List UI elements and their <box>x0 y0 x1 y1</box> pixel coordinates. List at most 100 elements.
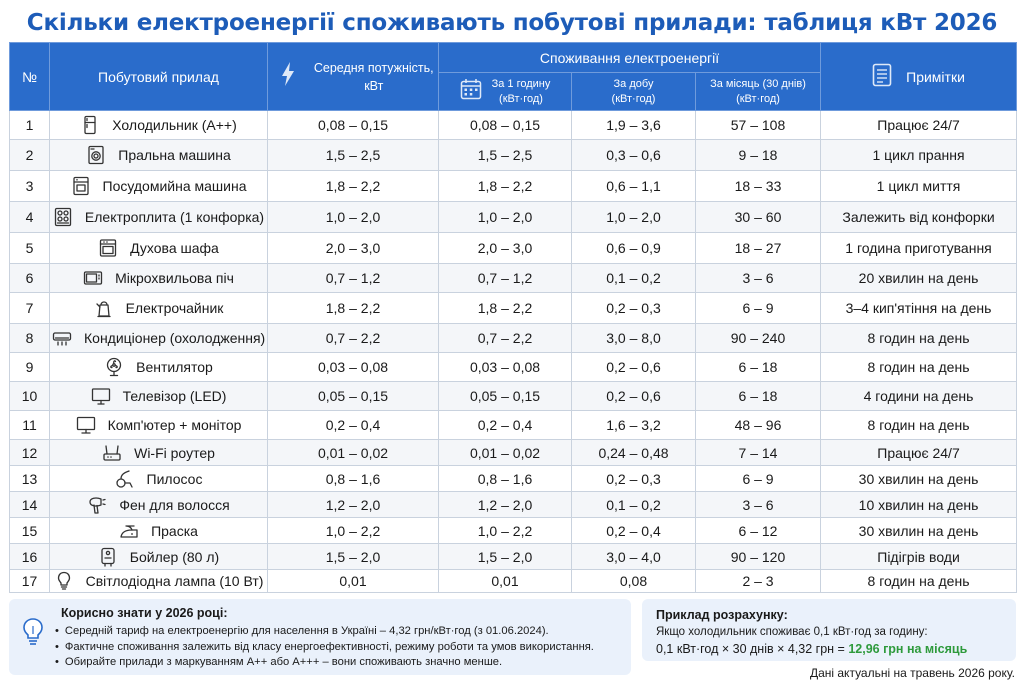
cell-number: 11 <box>9 410 50 440</box>
tv-icon <box>91 386 111 406</box>
cell-per-hour: 0,01 – 0,02 <box>438 439 572 466</box>
calendar-icon <box>460 78 482 105</box>
cell-per-hour: 1,0 – 2,0 <box>438 201 572 233</box>
cell-per-day: 0,6 – 1,1 <box>571 170 696 202</box>
table-row: 13 Пилосос 0,8 – 1,6 0,8 – 1,6 0,2 – 0,3 6 – … <box>9 465 1018 492</box>
device-name: Телевізор (LED) <box>122 388 227 404</box>
page-title: Скільки електроенергії споживають побуто… <box>26 10 998 36</box>
header-per-hour-label: За 1 годину <box>491 77 551 90</box>
cell-per-month: 57 – 108 <box>694 110 822 140</box>
cell-device: Комп'ютер + монітор <box>49 410 268 440</box>
cell-number: 13 <box>9 465 50 492</box>
cell-device: Мікрохвильова піч <box>49 263 268 293</box>
cell-number: 4 <box>9 201 50 233</box>
cell-power: 1,0 – 2,0 <box>267 201 439 233</box>
header-number: № <box>9 42 50 111</box>
header-per-hour: За 1 годину (кВт·год) <box>438 72 572 111</box>
cell-note: Працює 24/7 <box>820 110 1018 140</box>
cell-per-day: 0,2 – 0,6 <box>571 352 696 382</box>
cell-power: 0,7 – 1,2 <box>267 263 439 293</box>
notes-icon <box>872 63 892 90</box>
cell-note: Підігрів води <box>820 543 1018 570</box>
header-per-month-unit: (кВт·год) <box>736 92 780 105</box>
header-per-day: За добу (кВт·год) <box>571 72 696 111</box>
device-name: Вентилятор <box>136 359 213 375</box>
cell-note: 3–4 кип'ятіння на день <box>820 292 1018 324</box>
table-row: 10 Телевізор (LED) 0,05 – 0,15 0,05 – 0,15 0… <box>9 381 1018 411</box>
cell-number: 17 <box>9 569 50 593</box>
cell-per-hour: 0,08 – 0,15 <box>438 110 572 140</box>
consumption-table: № Побутовий прилад Середня потужність, к… <box>9 42 1018 593</box>
cell-note: Працює 24/7 <box>820 439 1018 466</box>
header-power: Середня потужність, кВт <box>307 42 439 111</box>
cell-device: Кондиціонер (охолодження) <box>49 323 268 353</box>
cell-per-month: 6 – 18 <box>694 352 822 382</box>
cell-device: Світлодіодна лампа (10 Вт) <box>49 569 268 593</box>
cell-device: Посудомийна машина <box>49 170 268 202</box>
cell-power: 1,2 – 2,0 <box>267 491 439 518</box>
header-consumption: Споживання електроенергії <box>437 42 822 73</box>
boiler-icon <box>98 547 118 567</box>
cell-device: Wi-Fi роутер <box>49 439 268 466</box>
cell-per-month: 30 – 60 <box>694 201 822 233</box>
table-row: 5 Духова шафа 2,0 – 3,0 2,0 – 3,0 0,6 – 0,9 1… <box>9 232 1018 264</box>
info-item: Фактичне споживання залежить від класу е… <box>55 640 594 656</box>
cell-number: 5 <box>9 232 50 264</box>
device-name: Електроплита (1 конфорка) <box>84 209 265 225</box>
cell-per-month: 9 – 18 <box>694 139 822 171</box>
device-name: Wi-Fi роутер <box>134 444 215 461</box>
footer-note: Дані актуальні на травень 2026 року. <box>809 666 1015 680</box>
router-icon <box>102 443 122 463</box>
cell-per-month: 3 – 6 <box>694 491 822 518</box>
cell-device: Електроплита (1 конфорка) <box>49 201 268 233</box>
cell-per-month: 18 – 33 <box>694 170 822 202</box>
cell-power: 0,08 – 0,15 <box>267 110 439 140</box>
cell-note: 30 хвилин на день <box>820 517 1018 544</box>
table-row: 4 Електроплита (1 конфорка) 1,0 – 2,0 1,0 –… <box>9 201 1018 233</box>
header-per-hour-unit: (кВт·год) <box>499 92 543 105</box>
table-row: 14 Фен для волосся 1,2 – 2,0 1,2 – 2,0 0,1 –… <box>9 491 1018 518</box>
cell-note: 30 хвилин на день <box>820 465 1018 492</box>
cell-power: 1,5 – 2,5 <box>267 139 439 171</box>
cell-note: Залежить від конфорки <box>820 201 1018 233</box>
cell-per-month: 90 – 120 <box>694 543 822 570</box>
header-per-day-label: За добу <box>613 77 654 90</box>
cell-note: 1 година приготування <box>820 232 1018 264</box>
cell-per-hour: 0,03 – 0,08 <box>438 352 572 382</box>
calc-title: Приклад розрахунку: <box>656 608 788 622</box>
air-conditioner-icon <box>52 328 72 348</box>
calc-condition: Якщо холодильник споживає 0,1 кВт·год за… <box>656 626 928 638</box>
cell-per-month: 6 – 18 <box>694 381 822 411</box>
cell-number: 16 <box>9 543 50 570</box>
device-name: Світлодіодна лампа (10 Вт) <box>85 573 264 589</box>
cell-note: 1 цикл прання <box>820 139 1018 171</box>
stove-icon <box>53 207 73 227</box>
cell-per-hour: 0,05 – 0,15 <box>438 381 572 411</box>
calc-formula: 0,1 кВт·год × 30 днів × 4,32 грн = 12,96… <box>656 642 967 656</box>
device-name: Пральна машина <box>118 147 231 163</box>
cell-device: Холодильник (А++) <box>49 110 268 140</box>
table-row: 6 Мікрохвильова піч 0,7 – 1,2 0,7 – 1,2 0,1 … <box>9 263 1018 293</box>
info-item: Обирайте прилади з маркуванням А++ або А… <box>55 655 594 671</box>
cell-per-hour: 2,0 – 3,0 <box>438 232 572 264</box>
table-row: 16 Бойлер (80 л) 1,5 – 2,0 1,5 – 2,0 3,0 – 4… <box>9 543 1018 570</box>
table-row: 15 Праска 1,0 – 2,2 1,0 – 2,2 0,2 – 0,4 6 – 1… <box>9 517 1018 544</box>
table-row: 7 Електрочайник 1,8 – 2,2 1,8 – 2,2 0,2 – 0,… <box>9 292 1018 324</box>
table-row: 12 Wi-Fi роутер 0,01 – 0,02 0,01 – 0,02 0,24… <box>9 439 1018 466</box>
info-item: Середній тариф на електроенергію для нас… <box>55 624 594 640</box>
fridge-icon <box>80 115 100 135</box>
cell-device: Пилосос <box>49 465 268 492</box>
cell-number: 12 <box>9 439 50 466</box>
cell-per-day: 0,1 – 0,2 <box>571 263 696 293</box>
vacuum-icon <box>115 469 135 489</box>
hair-dryer-icon <box>87 495 107 515</box>
cell-number: 1 <box>9 110 50 140</box>
cell-power: 0,05 – 0,15 <box>267 381 439 411</box>
cell-per-hour: 0,7 – 1,2 <box>438 263 572 293</box>
cell-note: 1 цикл миття <box>820 170 1018 202</box>
cell-per-month: 6 – 12 <box>694 517 822 544</box>
cell-per-day: 0,3 – 0,6 <box>571 139 696 171</box>
cell-number: 6 <box>9 263 50 293</box>
cell-per-day: 0,6 – 0,9 <box>571 232 696 264</box>
cell-note: 8 годин на день <box>820 569 1018 593</box>
